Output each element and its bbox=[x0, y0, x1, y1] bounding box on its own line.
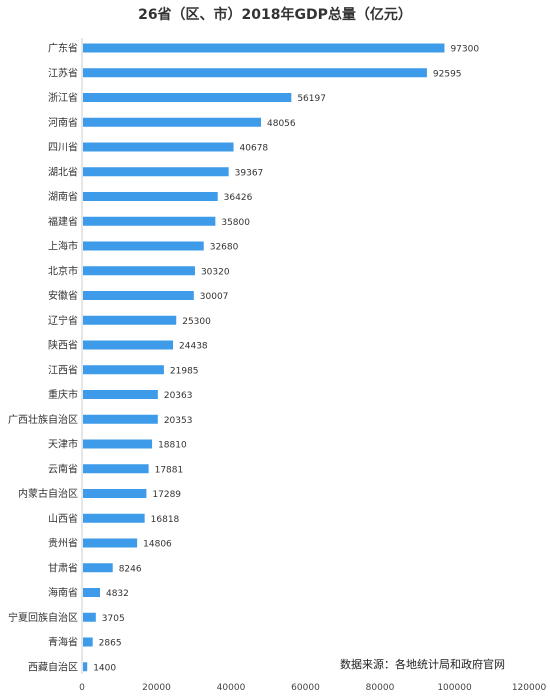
bar bbox=[83, 390, 158, 399]
bar-value-label: 97300 bbox=[450, 45, 479, 55]
bar-series: 广东省 97300 江苏省 92595 浙江省 56197 河南省 48056 四川省 40678… bbox=[8, 42, 479, 674]
bar bbox=[83, 266, 195, 276]
bar bbox=[83, 538, 138, 548]
bar bbox=[83, 291, 194, 300]
bar-value-label: 25300 bbox=[182, 317, 211, 327]
bar-value-label: 4832 bbox=[106, 589, 129, 599]
bar bbox=[83, 192, 218, 201]
category-label: 云南省 bbox=[48, 462, 78, 475]
bar-value-label: 16818 bbox=[151, 515, 180, 525]
bar bbox=[83, 167, 229, 177]
bar-value-label: 17289 bbox=[152, 490, 181, 500]
category-label: 广西壮族自治区 bbox=[8, 413, 78, 426]
bar bbox=[83, 365, 164, 375]
bar-value-label: 35800 bbox=[221, 218, 250, 228]
category-label: 浙江省 bbox=[48, 91, 78, 104]
bar-value-label: 21985 bbox=[170, 366, 199, 376]
bar bbox=[83, 612, 96, 622]
category-label: 河南省 bbox=[48, 116, 78, 129]
category-label: 甘肃省 bbox=[48, 561, 78, 574]
x-tick-label: 40000 bbox=[217, 683, 246, 693]
bar-value-label: 24438 bbox=[179, 342, 208, 352]
bar bbox=[83, 142, 234, 152]
bar bbox=[83, 414, 158, 424]
bar bbox=[83, 43, 445, 53]
bar-value-label: 17881 bbox=[155, 465, 184, 475]
category-label: 广东省 bbox=[48, 42, 78, 55]
category-label: 陕西省 bbox=[48, 339, 78, 352]
x-tick-label: 0 bbox=[79, 683, 85, 693]
category-label: 西藏自治区 bbox=[28, 660, 78, 673]
bar-value-label: 30320 bbox=[201, 267, 230, 277]
bar bbox=[83, 563, 113, 573]
category-label: 重庆市 bbox=[48, 388, 78, 401]
category-label: 内蒙古自治区 bbox=[18, 487, 78, 500]
bar bbox=[83, 662, 88, 672]
category-label: 山西省 bbox=[48, 512, 78, 525]
bar bbox=[83, 340, 174, 350]
category-label: 江苏省 bbox=[48, 66, 78, 79]
bar-value-label: 1400 bbox=[93, 663, 116, 673]
bar bbox=[83, 464, 149, 474]
bar-value-label: 14806 bbox=[143, 540, 172, 550]
category-label: 宁夏回族自治区 bbox=[8, 611, 78, 624]
bar-value-label: 20363 bbox=[164, 391, 193, 401]
bar bbox=[83, 93, 292, 102]
bar bbox=[83, 117, 262, 127]
category-label: 湖南省 bbox=[48, 190, 78, 203]
bar bbox=[83, 439, 153, 449]
bar bbox=[83, 241, 204, 251]
category-label: 青海省 bbox=[48, 636, 78, 649]
bar-value-label: 56197 bbox=[297, 94, 326, 104]
bar-value-label: 40678 bbox=[240, 144, 269, 154]
source-note: 数据来源：各地统计局和政府官网 bbox=[340, 657, 505, 671]
x-tick-label: 60000 bbox=[291, 683, 320, 693]
x-tick-label: 80000 bbox=[366, 683, 395, 693]
category-label: 四川省 bbox=[48, 141, 78, 154]
category-label: 天津市 bbox=[48, 438, 78, 451]
bar bbox=[83, 588, 100, 597]
category-label: 安徽省 bbox=[48, 289, 78, 302]
category-label: 湖北省 bbox=[48, 165, 78, 178]
x-tick-label: 100000 bbox=[437, 683, 472, 693]
bar-value-label: 32680 bbox=[210, 243, 239, 253]
bar-value-label: 92595 bbox=[433, 69, 462, 79]
category-label: 贵州省 bbox=[48, 537, 78, 550]
bar-value-label: 18810 bbox=[158, 441, 187, 451]
bar-value-label: 39367 bbox=[235, 168, 264, 178]
bar bbox=[83, 68, 427, 78]
bar bbox=[83, 513, 145, 523]
category-label: 福建省 bbox=[48, 215, 78, 228]
bar-value-label: 20353 bbox=[164, 416, 193, 426]
bar bbox=[83, 637, 93, 647]
bar-value-label: 2865 bbox=[99, 639, 122, 649]
bar-value-label: 48056 bbox=[267, 119, 296, 129]
bar-value-label: 3705 bbox=[102, 614, 125, 624]
x-tick-label: 120000 bbox=[512, 683, 547, 693]
category-label: 辽宁省 bbox=[48, 314, 78, 327]
category-label: 江西省 bbox=[48, 363, 78, 376]
category-label: 上海市 bbox=[48, 240, 78, 253]
x-axis-ticks: 0 20000 40000 60000 80000 100000 120000 bbox=[79, 683, 546, 693]
bar-value-label: 36426 bbox=[224, 193, 253, 203]
bar-value-label: 30007 bbox=[200, 292, 229, 302]
category-label: 海南省 bbox=[48, 586, 78, 599]
bar-value-label: 8246 bbox=[119, 564, 142, 574]
bar bbox=[83, 315, 177, 325]
bar bbox=[83, 216, 216, 226]
chart-title: 26省（区、市）2018年GDP总量（亿元） bbox=[138, 6, 412, 23]
x-tick-label: 20000 bbox=[142, 683, 171, 693]
bar bbox=[83, 489, 147, 498]
category-label: 北京市 bbox=[48, 264, 78, 277]
